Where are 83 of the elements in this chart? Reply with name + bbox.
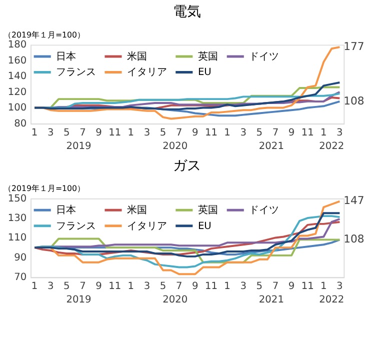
x-tick-label: 1 bbox=[31, 127, 38, 138]
legend-label: ドイツ bbox=[249, 205, 280, 216]
y-axis-title: （2019年１月=100） bbox=[3, 30, 86, 40]
x-tick-label: 3 bbox=[144, 127, 150, 138]
x-tick-label: 9 bbox=[96, 280, 102, 292]
legend-label: EU bbox=[198, 67, 212, 78]
x-tick-label: 11 bbox=[204, 127, 218, 138]
data-label: 108 bbox=[344, 94, 364, 108]
y-axis-title: （2019年１月=100） bbox=[3, 184, 86, 193]
legend-label: ドイツ bbox=[249, 51, 280, 62]
y-tick-label: 120 bbox=[8, 86, 27, 98]
data-label: 108 bbox=[344, 232, 364, 246]
x-tick-label: 9 bbox=[192, 280, 198, 292]
legend-label: イタリア bbox=[127, 67, 168, 78]
x-tick-label: 3 bbox=[336, 127, 343, 138]
x-tick-label: 5 bbox=[64, 280, 70, 292]
line-series bbox=[34, 82, 341, 110]
x-tick-label: 3 bbox=[336, 280, 343, 292]
legend-label: 米国 bbox=[127, 50, 148, 62]
x-tick-label: 5 bbox=[256, 280, 263, 292]
legend-label: 英国 bbox=[198, 204, 218, 216]
x-tick-label: 1 bbox=[320, 280, 327, 292]
x-tick-label: 9 bbox=[96, 127, 102, 138]
chart-title: 電気 bbox=[173, 4, 202, 20]
legend-label: フランス bbox=[56, 67, 96, 78]
x-tick-label: 9 bbox=[288, 127, 295, 138]
data-label: 177 bbox=[344, 40, 364, 54]
legend-label: 英国 bbox=[198, 50, 218, 62]
text: 2022 bbox=[319, 141, 344, 152]
y-tick-label: 100 bbox=[8, 102, 27, 114]
x-tick-label: 7 bbox=[272, 127, 279, 138]
x-tick-label: 3 bbox=[47, 127, 54, 138]
x-tick-label: 5 bbox=[160, 280, 166, 292]
x-tick-label: 11 bbox=[301, 280, 314, 292]
x-tick-label: 5 bbox=[64, 127, 70, 138]
y-tick-label: 90 bbox=[14, 252, 27, 264]
y-tick-label: 140 bbox=[8, 71, 27, 82]
x-tick-label: 3 bbox=[47, 280, 54, 292]
x-tick-label: 1 bbox=[128, 127, 134, 138]
x-tick-label: 1 bbox=[128, 280, 134, 292]
text: 2022 bbox=[319, 294, 344, 306]
y-tick-label: 70 bbox=[14, 272, 27, 284]
y-tick-label: 110 bbox=[8, 232, 27, 244]
y-tick-label: 80 bbox=[14, 118, 27, 130]
x-tick-label: 1 bbox=[224, 280, 230, 292]
text: 2020 bbox=[162, 141, 188, 152]
x-tick-label: 11 bbox=[108, 127, 122, 138]
x-tick-label: 9 bbox=[192, 127, 198, 138]
x-tick-label: 11 bbox=[108, 280, 122, 292]
x-tick-label: 7 bbox=[272, 280, 279, 292]
legend-label: 日本 bbox=[56, 50, 76, 62]
x-tick-label: 11 bbox=[204, 280, 218, 292]
data-label: 147 bbox=[344, 194, 364, 208]
legend-label: 米国 bbox=[127, 204, 148, 216]
x-tick-label: 3 bbox=[240, 280, 246, 292]
legend-label: フランス bbox=[56, 220, 96, 232]
x-tick-label: 7 bbox=[176, 280, 182, 292]
text: 2019 bbox=[66, 294, 92, 306]
x-tick-label: 3 bbox=[240, 127, 246, 138]
text: 2021 bbox=[258, 294, 284, 306]
y-tick-label: 150 bbox=[8, 193, 27, 204]
line-series bbox=[34, 220, 341, 256]
x-tick-label: 7 bbox=[80, 127, 86, 138]
x-tick-label: 5 bbox=[256, 127, 263, 138]
x-tick-label: 1 bbox=[320, 127, 327, 138]
legend-label: 日本 bbox=[56, 204, 76, 216]
text: 2019 bbox=[66, 141, 92, 152]
text: 2021 bbox=[258, 141, 284, 152]
y-tick-label: 130 bbox=[8, 212, 27, 224]
x-tick-label: 1 bbox=[224, 127, 230, 138]
legend-label: EU bbox=[198, 220, 212, 232]
x-tick-label: 9 bbox=[288, 280, 295, 292]
x-tick-label: 1 bbox=[31, 280, 38, 292]
legend-label: イタリア bbox=[127, 220, 168, 232]
text: 2020 bbox=[162, 294, 188, 306]
x-tick-label: 7 bbox=[80, 280, 86, 292]
x-tick-label: 3 bbox=[144, 280, 150, 292]
x-tick-label: 5 bbox=[160, 127, 166, 138]
chart-title: ガス bbox=[173, 158, 202, 174]
y-tick-label: 160 bbox=[8, 55, 27, 66]
x-tick-label: 7 bbox=[176, 127, 182, 138]
x-tick-label: 11 bbox=[301, 127, 314, 138]
y-tick-label: 180 bbox=[8, 40, 27, 51]
